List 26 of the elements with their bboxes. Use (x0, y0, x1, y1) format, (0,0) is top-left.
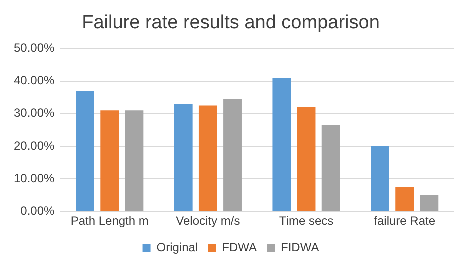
x-tick-label: Path Length m (70, 214, 149, 228)
x-tick-label: failure Rate (374, 214, 436, 228)
bar (396, 187, 414, 212)
bar (76, 91, 94, 212)
legend-label: FDWA (222, 240, 258, 254)
y-tick-label: 50.00% (14, 41, 56, 56)
y-tick-label: 20.00% (14, 138, 56, 153)
bar (100, 110, 120, 212)
bar (125, 110, 144, 212)
legend-label: Original (156, 240, 198, 254)
bar (198, 106, 218, 212)
bar (420, 195, 439, 212)
bar (174, 104, 193, 212)
bar (322, 125, 340, 212)
y-tick-label: 10.00% (14, 171, 56, 186)
y-tick-label: 40.00% (14, 74, 56, 88)
bar (224, 99, 242, 212)
bar (297, 107, 316, 212)
y-tick-label: 0.00% (20, 204, 56, 218)
bar (371, 146, 390, 212)
legend-label: FIDWA (281, 240, 320, 254)
chart-title: Failure rate results and comparison (82, 12, 380, 34)
x-tick-label: Time secs (279, 214, 334, 228)
x-tick-label: Velocity m/s (176, 214, 240, 228)
y-tick-label: 30.00% (14, 106, 56, 120)
bar (272, 78, 292, 212)
